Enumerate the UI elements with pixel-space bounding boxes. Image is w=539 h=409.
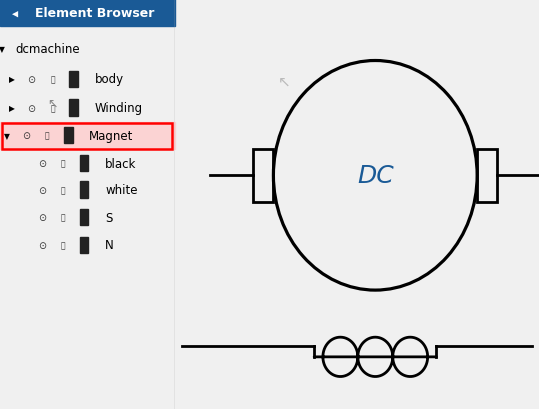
Text: white: white — [105, 184, 137, 197]
Text: 🔓: 🔓 — [61, 186, 65, 195]
Text: Winding: Winding — [95, 102, 143, 115]
Bar — [69, 100, 78, 117]
Text: Magnet: Magnet — [89, 129, 134, 142]
Text: ⊙: ⊙ — [38, 185, 46, 195]
Bar — [64, 128, 73, 144]
Text: ▼: ▼ — [10, 10, 18, 16]
Bar — [253, 149, 273, 202]
Text: 🔓: 🔓 — [50, 104, 55, 113]
Text: ▶: ▶ — [9, 75, 15, 84]
Text: ⊙: ⊙ — [27, 75, 36, 85]
Text: dcmachine: dcmachine — [16, 43, 80, 56]
Bar — [477, 149, 497, 202]
Text: 🔓: 🔓 — [45, 131, 50, 140]
Text: ▼: ▼ — [4, 131, 10, 140]
Text: 🔓: 🔓 — [61, 241, 65, 250]
Bar — [80, 237, 88, 254]
Text: ⊙: ⊙ — [22, 131, 30, 141]
Bar — [0, 0, 175, 27]
Text: ↖: ↖ — [47, 98, 58, 111]
Bar — [69, 72, 78, 88]
Bar — [80, 209, 88, 226]
Text: ↖: ↖ — [278, 74, 291, 89]
Bar — [80, 155, 88, 172]
Text: 🔓: 🔓 — [61, 213, 65, 222]
Text: ⊙: ⊙ — [27, 103, 36, 113]
Text: N: N — [105, 239, 114, 252]
Text: ⊙: ⊙ — [38, 213, 46, 222]
Text: 🔓: 🔓 — [61, 159, 65, 168]
Text: body: body — [95, 73, 124, 86]
Text: 🔓: 🔓 — [50, 75, 55, 84]
Text: ▶: ▶ — [9, 104, 15, 113]
Text: ⊙: ⊙ — [38, 159, 46, 169]
Text: ⊙: ⊙ — [38, 240, 46, 250]
Bar — [0, 123, 175, 149]
Text: DC: DC — [357, 164, 393, 188]
Text: Element Browser: Element Browser — [35, 7, 154, 20]
Text: black: black — [105, 157, 136, 170]
Bar — [80, 182, 88, 198]
Text: ▼: ▼ — [0, 45, 5, 54]
Text: S: S — [105, 211, 113, 224]
